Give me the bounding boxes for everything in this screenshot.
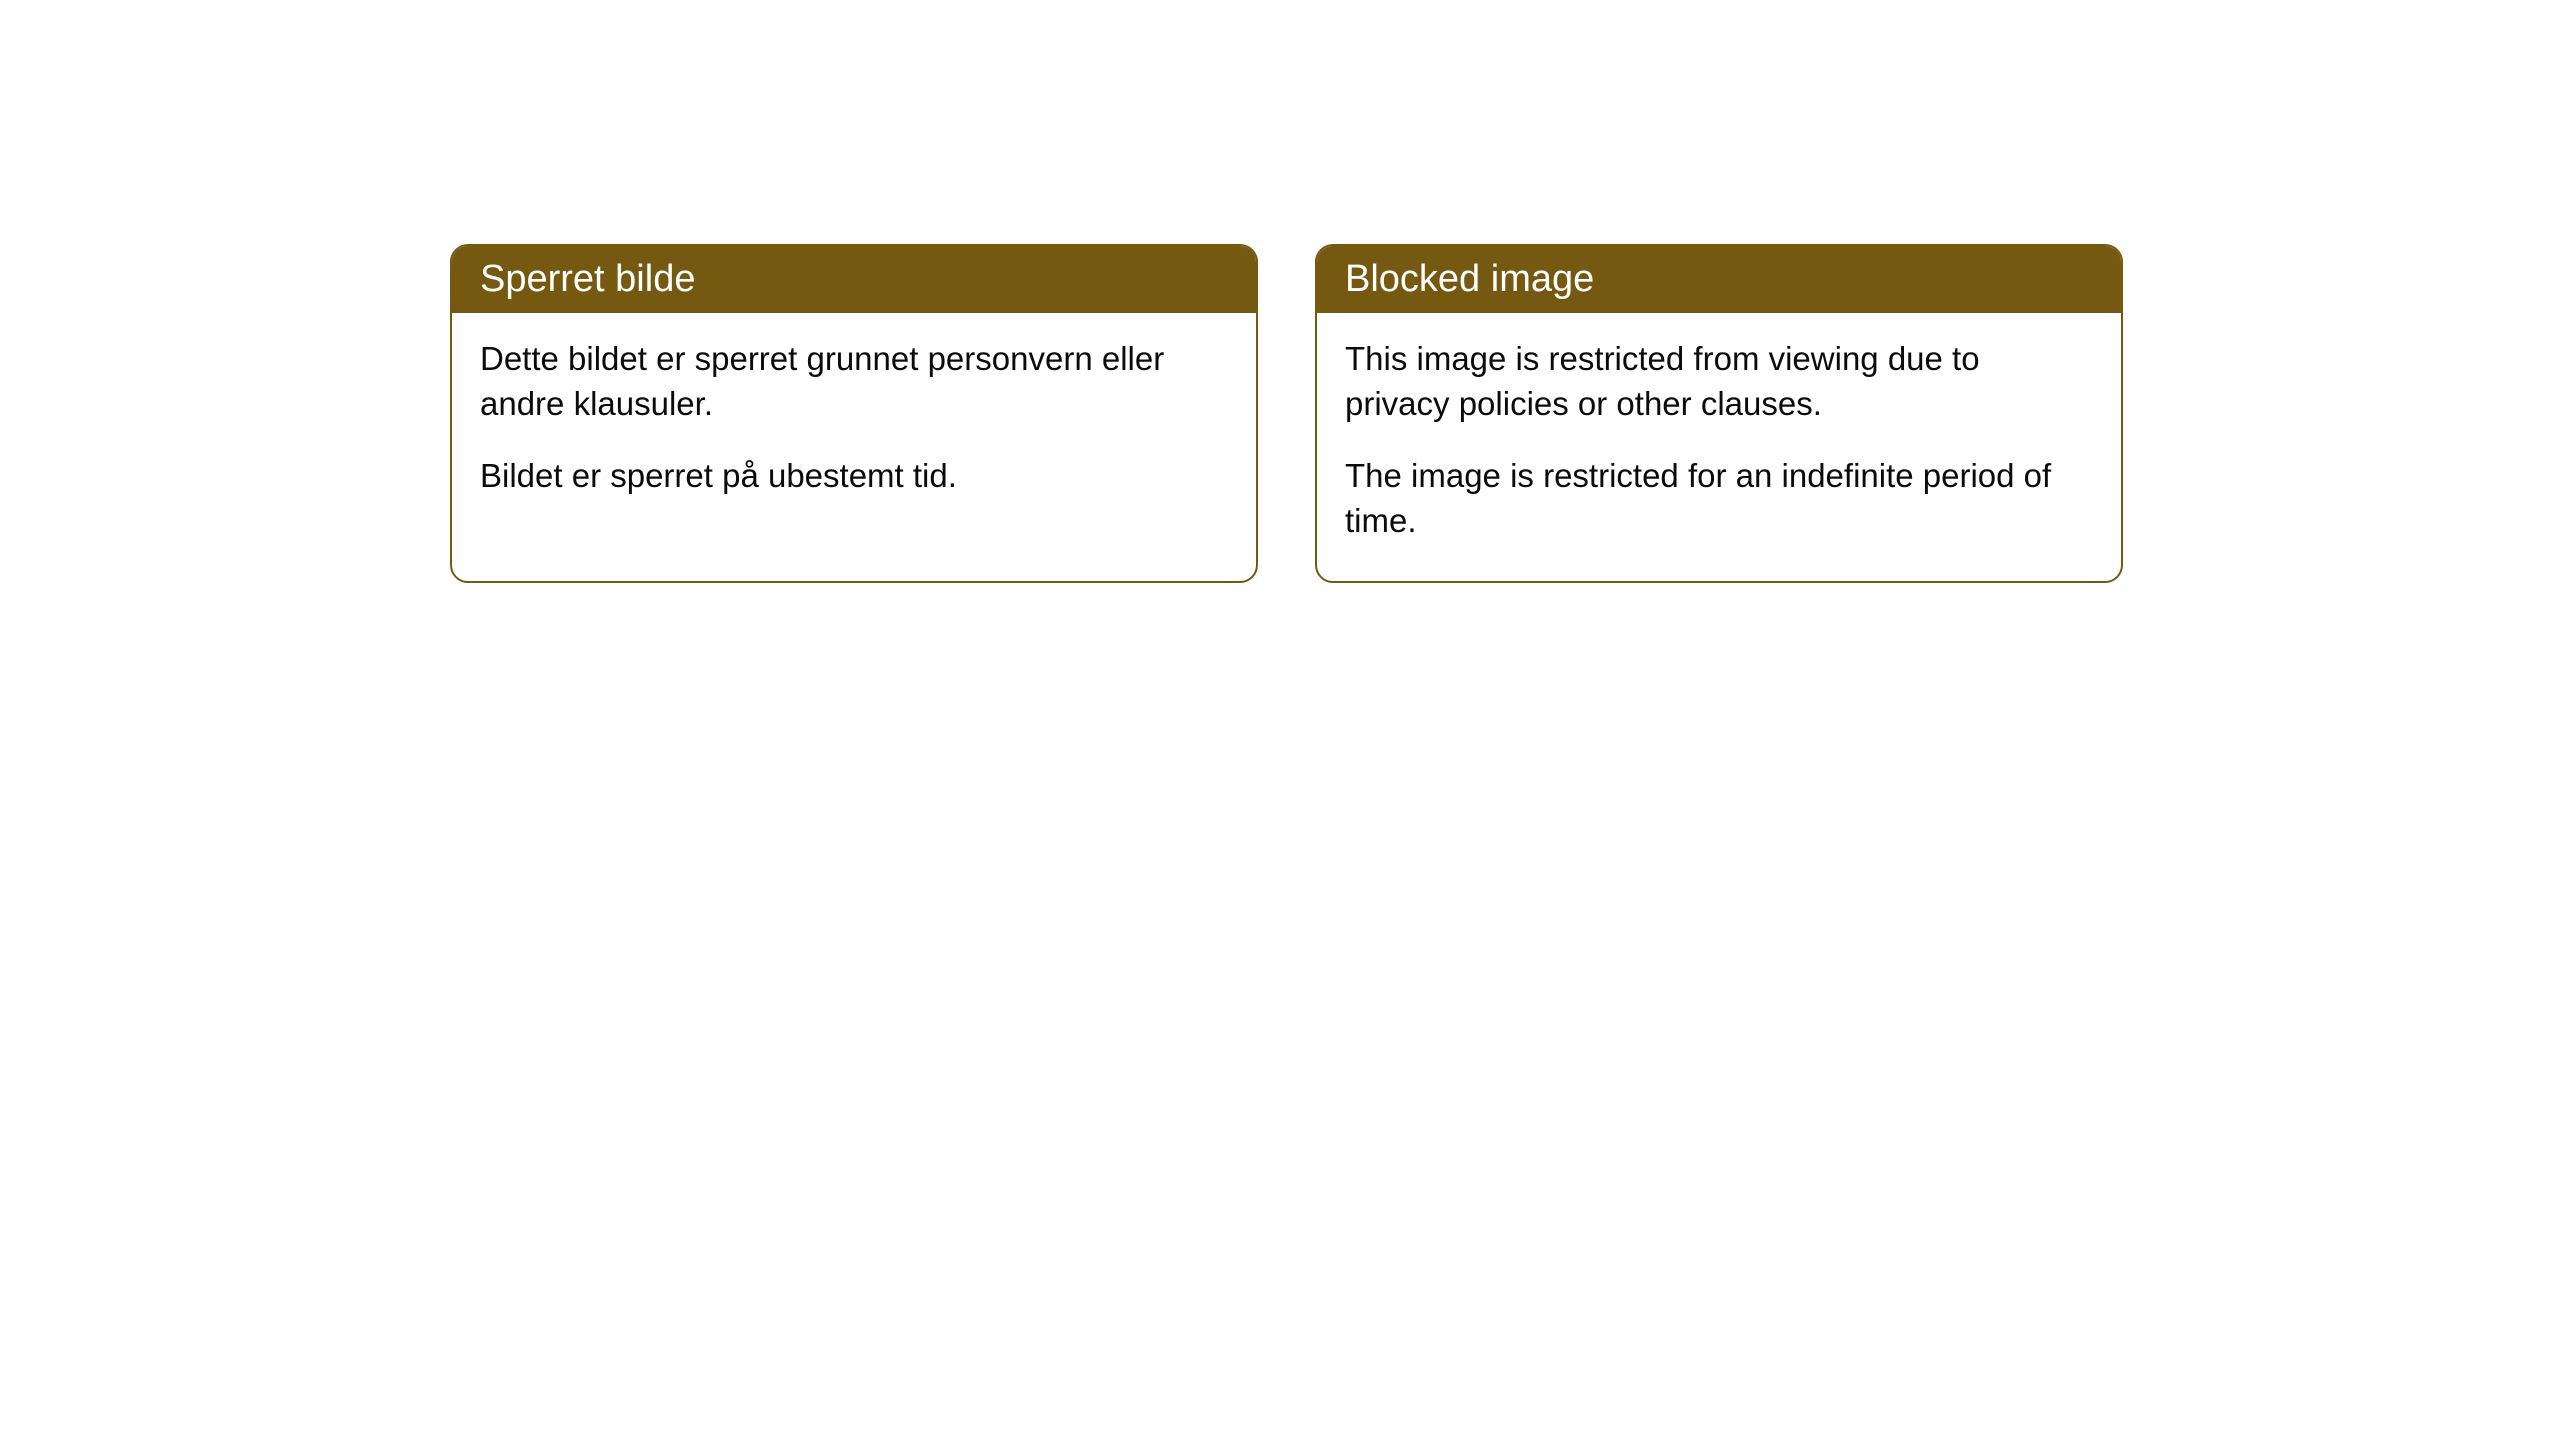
notice-cards-container: Sperret bilde Dette bildet er sperret gr… (0, 0, 2560, 583)
card-header: Blocked image (1317, 246, 2121, 313)
card-header: Sperret bilde (452, 246, 1256, 313)
card-paragraph: Bildet er sperret på ubestemt tid. (480, 454, 1228, 499)
card-title: Blocked image (1345, 258, 1594, 300)
card-title: Sperret bilde (480, 258, 695, 300)
notice-card-english: Blocked image This image is restricted f… (1315, 244, 2123, 583)
notice-card-norwegian: Sperret bilde Dette bildet er sperret gr… (450, 244, 1258, 583)
card-body: Dette bildet er sperret grunnet personve… (452, 313, 1256, 537)
card-paragraph: Dette bildet er sperret grunnet personve… (480, 337, 1228, 426)
card-body: This image is restricted from viewing du… (1317, 313, 2121, 581)
card-paragraph: This image is restricted from viewing du… (1345, 337, 2093, 426)
card-paragraph: The image is restricted for an indefinit… (1345, 454, 2093, 543)
